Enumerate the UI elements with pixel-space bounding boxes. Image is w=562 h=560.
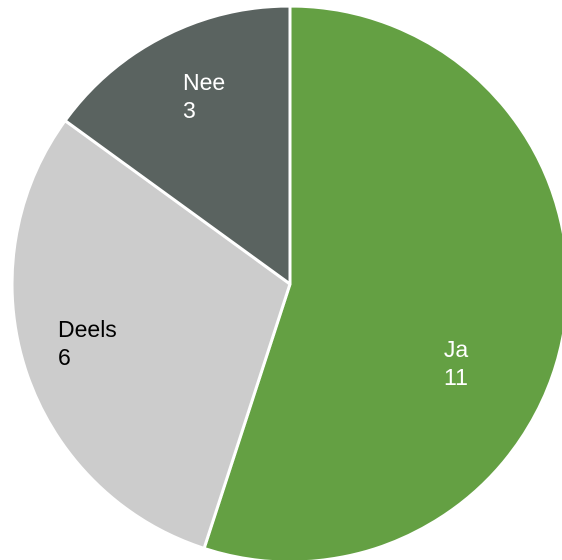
pie-slice-ja: [202, 4, 562, 560]
slice-value-label: 11: [444, 364, 468, 390]
slice-category-label: Nee: [183, 69, 225, 95]
slice-value-label: 6: [58, 344, 71, 370]
slice-label-ja: Ja 11: [444, 336, 469, 390]
slice-label-deels: Deels 6: [58, 316, 117, 370]
slice-category-label: Ja: [444, 336, 469, 362]
slice-value-label: 3: [183, 97, 196, 123]
pie-labels: Ja 11 Deels 6 Nee 3: [58, 69, 468, 390]
pie-slices: [10, 4, 562, 560]
slice-category-label: Deels: [58, 316, 117, 342]
pie-slice-deels: [10, 119, 292, 550]
pie-slice-nee: [63, 4, 292, 286]
slice-label-nee: Nee 3: [183, 69, 225, 123]
